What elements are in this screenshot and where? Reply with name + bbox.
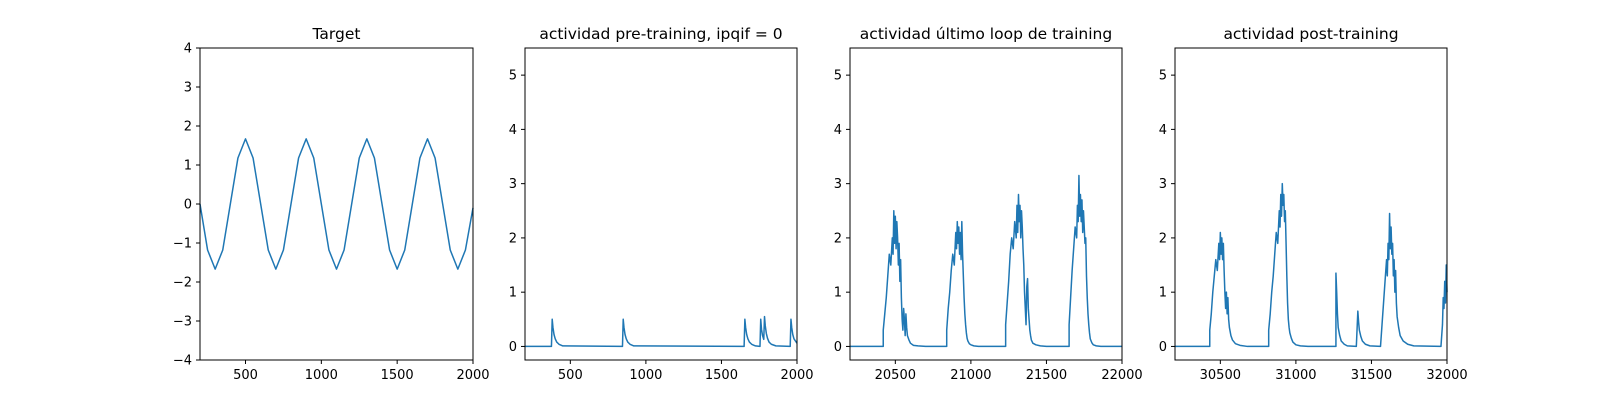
subplot-title: Target bbox=[312, 25, 361, 43]
x-tick-label: 500 bbox=[233, 368, 258, 383]
y-tick-label: −3 bbox=[173, 315, 192, 330]
x-tick-label: 2000 bbox=[780, 368, 813, 383]
y-tick-label: 5 bbox=[834, 69, 842, 84]
x-tick-label: 31500 bbox=[1351, 368, 1392, 383]
y-tick-label: 3 bbox=[184, 81, 192, 96]
axes-frame bbox=[199, 47, 474, 361]
y-tick-label: 3 bbox=[834, 177, 842, 192]
y-tick-label: 5 bbox=[509, 69, 517, 84]
series-line-1 bbox=[525, 315, 798, 348]
x-tick-label: 2000 bbox=[456, 368, 489, 383]
series-line-1 bbox=[1175, 182, 1448, 348]
y-tick-label: 4 bbox=[509, 123, 517, 138]
y-tick-label: 1 bbox=[509, 286, 517, 301]
x-tick-label: 30500 bbox=[1200, 368, 1241, 383]
y-tick-label: 0 bbox=[509, 340, 517, 355]
series-line-1 bbox=[850, 174, 1122, 348]
y-tick-label: −1 bbox=[173, 237, 192, 252]
x-tick-label: 1000 bbox=[305, 368, 338, 383]
y-tick-label: 2 bbox=[1159, 231, 1167, 246]
x-tick-label: 21000 bbox=[950, 368, 991, 383]
series-line-1 bbox=[199, 138, 474, 270]
y-tick-label: 2 bbox=[834, 231, 842, 246]
subplot-title: actividad pre-training, ipqif = 0 bbox=[539, 25, 782, 43]
y-tick-label: 1 bbox=[184, 159, 192, 174]
subplot-1: Target 500 1000 1500 2000 −4 −3 −2 −1 0 1 2 3 4 bbox=[173, 25, 490, 383]
y-tick-label: 3 bbox=[1159, 177, 1167, 192]
x-tick-label: 20500 bbox=[875, 368, 916, 383]
y-tick-label: 3 bbox=[509, 177, 517, 192]
subplot-title: actividad último loop de training bbox=[860, 25, 1112, 43]
axes-frame bbox=[849, 47, 1123, 361]
x-tick-label: 32000 bbox=[1426, 368, 1467, 383]
y-tick-label: −4 bbox=[173, 354, 192, 369]
x-tick-label: 1500 bbox=[381, 368, 414, 383]
y-tick-label: −2 bbox=[173, 276, 192, 291]
x-tick-label: 22000 bbox=[1101, 368, 1142, 383]
y-tick-label: 2 bbox=[509, 231, 517, 246]
x-tick-label: 31000 bbox=[1275, 368, 1316, 383]
axes-frame bbox=[524, 47, 798, 361]
axes-frame bbox=[1174, 47, 1448, 361]
y-tick-label: 2 bbox=[184, 120, 192, 135]
x-tick-label: 21500 bbox=[1026, 368, 1067, 383]
y-tick-label: 4 bbox=[184, 42, 192, 57]
subplot-title: actividad post-training bbox=[1223, 25, 1398, 43]
y-tick-label: 1 bbox=[1159, 286, 1167, 301]
y-tick-label: 5 bbox=[1159, 69, 1167, 84]
y-tick-label: 0 bbox=[834, 340, 842, 355]
y-tick-label: 1 bbox=[834, 286, 842, 301]
y-tick-label: 4 bbox=[1159, 123, 1167, 138]
y-tick-label: 0 bbox=[1159, 340, 1167, 355]
x-tick-label: 1000 bbox=[629, 368, 662, 383]
x-tick-label: 500 bbox=[558, 368, 583, 383]
subplot-2: actividad pre-training, ipqif = 0 500 1000… bbox=[509, 25, 814, 383]
y-tick-label: 4 bbox=[834, 123, 842, 138]
x-tick-label: 1500 bbox=[705, 368, 738, 383]
y-tick-label: 0 bbox=[184, 198, 192, 213]
